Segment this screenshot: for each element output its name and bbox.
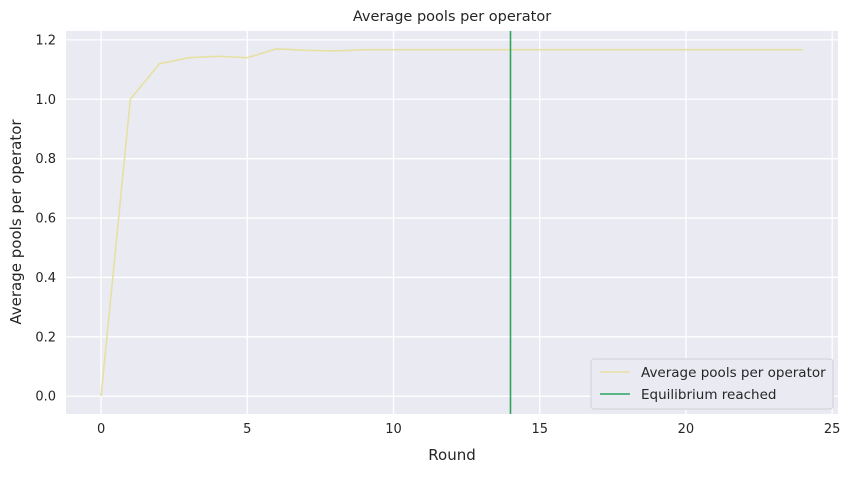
y-tick-label: 0.6 [35, 212, 56, 227]
y-tick-labels: 0.0 0.2 0.4 0.6 0.8 1.0 1.2 [35, 33, 56, 404]
y-axis-label: Average pools per operator [7, 119, 25, 325]
x-tick-label: 0 [97, 422, 105, 437]
x-tick-label: 25 [824, 422, 841, 437]
legend-label-equilibrium: Equilibrium reached [641, 387, 776, 403]
x-tick-label: 20 [678, 422, 695, 437]
y-tick-label: 0.2 [35, 330, 56, 345]
y-tick-label: 1.0 [35, 93, 56, 108]
y-tick-label: 1.2 [35, 33, 56, 48]
x-axis-label: Round [428, 446, 475, 464]
chart-title: Average pools per operator [353, 9, 551, 25]
y-tick-label: 0.0 [35, 390, 56, 405]
x-tick-labels: 0 5 10 15 20 25 [97, 422, 840, 437]
series-line [100, 48, 803, 397]
data-lines [100, 31, 803, 414]
plot-background [66, 31, 838, 414]
y-tick-label: 0.4 [35, 271, 56, 286]
x-tick-label: 10 [385, 422, 402, 437]
legend-label-series: Average pools per operator [641, 365, 826, 381]
x-tick-label: 15 [531, 422, 548, 437]
legend: Average pools per operator Equilibrium r… [590, 358, 834, 410]
grid [66, 31, 838, 414]
legend-box [590, 358, 834, 410]
y-tick-label: 0.8 [35, 152, 56, 167]
x-tick-label: 5 [243, 422, 251, 437]
